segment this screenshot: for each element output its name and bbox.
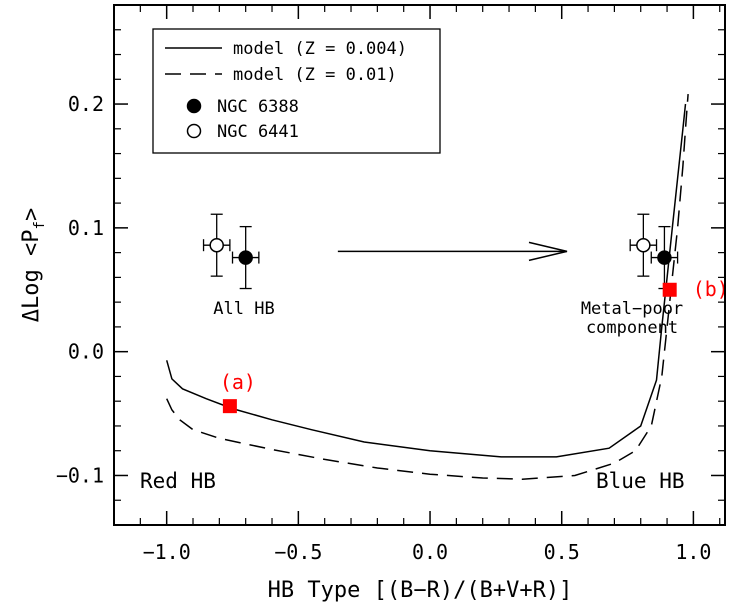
highlight-markers: (a) (b) bbox=[220, 277, 729, 414]
y-axis-title-main: ΔLog <P bbox=[19, 229, 44, 322]
data-point-all-hb-ngc-6441 bbox=[202, 213, 231, 277]
y-tick-label: −0.1 bbox=[56, 463, 104, 487]
annotation-all-hb: All HB bbox=[213, 299, 274, 319]
model-curves bbox=[165, 94, 689, 480]
plot-frame bbox=[113, 4, 726, 526]
legend-label: model (Z = 0.01) bbox=[233, 65, 397, 85]
y-tick-label: 0.2 bbox=[68, 92, 104, 116]
region-label-blue-hb: Blue HB bbox=[596, 469, 685, 493]
open-circle-marker bbox=[209, 237, 224, 253]
x-tick-label: 0.0 bbox=[412, 540, 448, 564]
x-tick-label: 1.0 bbox=[675, 540, 711, 564]
axes bbox=[113, 4, 726, 526]
legend-label: NGC 6388 bbox=[217, 97, 299, 117]
legend-label: NGC 6441 bbox=[217, 122, 299, 142]
data-point-metal-poor-ngc-6388 bbox=[650, 225, 679, 290]
data-point-all-hb-ngc-6388 bbox=[231, 225, 260, 290]
shift-arrow bbox=[337, 241, 568, 262]
x-axis-title: HB Type [(B−R)/(B+V+R)] bbox=[268, 578, 573, 603]
x-tick-label: 0.5 bbox=[544, 540, 580, 564]
svg-text:ΔLog <Pf>: ΔLog <Pf> bbox=[19, 208, 48, 322]
cluster-points bbox=[202, 213, 679, 290]
series-line-1 bbox=[165, 103, 687, 458]
y-tick-label: 0.1 bbox=[68, 216, 104, 240]
legend-swatch-filled-circle bbox=[186, 98, 202, 114]
highlight-label: (b) bbox=[693, 277, 729, 301]
filled-circle-marker bbox=[238, 250, 253, 265]
legend-label: model (Z = 0.004) bbox=[233, 39, 407, 59]
y-axis-title: ΔLog <Pf> bbox=[19, 208, 48, 322]
x-tick-label: −0.5 bbox=[274, 540, 322, 564]
y-axis-title-sub: f bbox=[32, 221, 48, 229]
filled-circle-marker bbox=[657, 250, 672, 265]
y-tick-label: 0.0 bbox=[68, 340, 104, 364]
highlight-square bbox=[662, 282, 677, 297]
data-point-metal-poor-ngc-6441 bbox=[629, 213, 658, 277]
series-line-2 bbox=[166, 94, 689, 480]
legend: model (Z = 0.004) model (Z = 0.01) NGC 638… bbox=[152, 28, 441, 154]
region-label-red-hb: Red HB bbox=[140, 469, 216, 493]
legend-swatch-open-circle bbox=[186, 123, 202, 139]
annotation-metal-poor-1: Metal−poor bbox=[581, 299, 683, 319]
arrow-head bbox=[528, 241, 568, 262]
highlight-square bbox=[222, 399, 237, 414]
x-tick-label: −1.0 bbox=[143, 540, 191, 564]
y-axis-title-end: > bbox=[19, 208, 44, 221]
annotation-metal-poor-2: component bbox=[586, 318, 678, 338]
tick-labels: −1.0 −0.5 0.0 0.5 1.0 −0.1 0.0 0.1 0.2 bbox=[56, 92, 712, 564]
highlight-label: (a) bbox=[220, 370, 256, 394]
open-circle-marker bbox=[636, 237, 651, 253]
